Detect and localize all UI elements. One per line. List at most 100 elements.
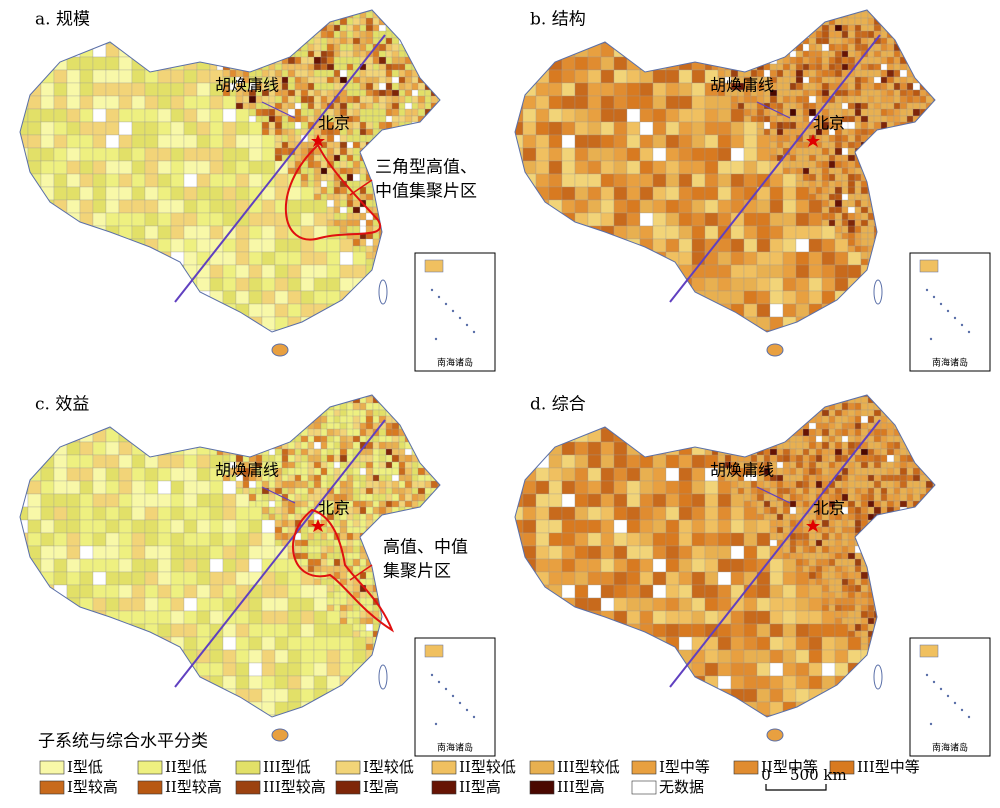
region-cell <box>855 5 862 12</box>
region-cell <box>373 559 380 566</box>
region-cell <box>301 397 308 404</box>
region-cell <box>41 585 54 598</box>
region-cell <box>887 161 894 168</box>
region-cell <box>835 5 842 12</box>
region-cell <box>438 51 445 58</box>
region-cell <box>900 44 907 51</box>
region-cell <box>197 390 204 397</box>
region-cell <box>28 109 41 122</box>
region-cell <box>900 155 907 162</box>
region-cell <box>653 18 666 31</box>
region-cell <box>601 70 614 83</box>
region-cell <box>54 278 67 291</box>
region-cell <box>171 226 184 239</box>
region-cell <box>438 103 445 110</box>
region-cell <box>679 44 692 57</box>
region-cell <box>210 416 217 423</box>
region-cell <box>301 70 308 77</box>
region-cell <box>822 12 829 19</box>
region-cell <box>223 213 236 226</box>
region-cell <box>431 142 438 149</box>
region-cell <box>366 540 373 547</box>
region-cell <box>80 702 93 715</box>
region-cell <box>275 330 288 343</box>
region-cell <box>666 226 679 239</box>
region-cell <box>197 585 210 598</box>
region-cell <box>451 135 458 142</box>
region-cell <box>510 213 523 226</box>
region-cell <box>80 637 93 650</box>
region-cell <box>405 142 412 149</box>
region-cell <box>314 317 327 330</box>
region-cell <box>210 57 217 64</box>
region-cell <box>848 57 855 64</box>
region-cell <box>562 304 575 317</box>
region-cell <box>933 246 940 253</box>
region-cell <box>80 57 93 70</box>
region-cell <box>282 416 289 423</box>
region-cell <box>210 546 223 559</box>
region-cell <box>939 64 946 71</box>
region-cell <box>418 129 425 136</box>
region-cell <box>431 148 438 155</box>
region-cell <box>614 148 627 161</box>
region-cell <box>132 429 145 442</box>
region-cell <box>28 200 41 213</box>
region-cell <box>15 5 28 18</box>
region-cell <box>881 5 888 12</box>
region-cell <box>796 161 803 168</box>
region-cell <box>438 18 445 25</box>
region-cell <box>236 397 243 404</box>
region-cell <box>405 285 412 292</box>
region-cell <box>275 598 288 611</box>
region-cell <box>444 220 451 227</box>
region-cell <box>379 96 386 103</box>
region-cell <box>171 174 184 187</box>
region-cell <box>861 31 868 38</box>
region-cell <box>236 5 243 12</box>
region-cell <box>425 129 432 136</box>
region-cell <box>777 12 784 19</box>
region-cell <box>907 181 914 188</box>
region-cell <box>145 702 158 715</box>
region-cell <box>275 317 288 330</box>
region-cell <box>692 278 705 291</box>
region-cell <box>431 122 438 129</box>
region-cell <box>54 442 67 455</box>
region-cell <box>119 624 132 637</box>
region-cell <box>132 161 145 174</box>
region-cell <box>757 25 764 32</box>
region-cell <box>41 663 54 676</box>
region-cell <box>80 96 93 109</box>
region-cell <box>93 715 106 728</box>
region-cell <box>262 624 275 637</box>
region-cell <box>249 278 262 291</box>
region-cell <box>444 233 451 240</box>
region-cell <box>93 252 106 265</box>
region-cell <box>275 38 282 45</box>
region-cell <box>158 403 171 416</box>
region-cell <box>223 494 236 507</box>
region-cell <box>907 239 914 246</box>
region-cell <box>640 135 653 148</box>
region-cell <box>848 109 855 116</box>
region-cell <box>848 148 855 155</box>
region-cell <box>894 272 901 279</box>
region-cell <box>132 689 145 702</box>
region-cell <box>119 161 132 174</box>
region-cell <box>28 213 41 226</box>
region-cell <box>217 442 224 449</box>
region-cell <box>438 57 445 64</box>
region-cell <box>197 559 210 572</box>
region-cell <box>438 77 445 84</box>
region-cell <box>523 317 536 330</box>
region-cell <box>353 96 360 103</box>
region-cell <box>353 585 360 592</box>
region-cell <box>835 239 848 252</box>
region-cell <box>301 213 314 226</box>
region-cell <box>796 304 809 317</box>
region-cell <box>920 187 927 194</box>
region-cell <box>132 317 145 330</box>
region-cell <box>614 31 627 44</box>
city-label: 北京 <box>318 114 350 133</box>
